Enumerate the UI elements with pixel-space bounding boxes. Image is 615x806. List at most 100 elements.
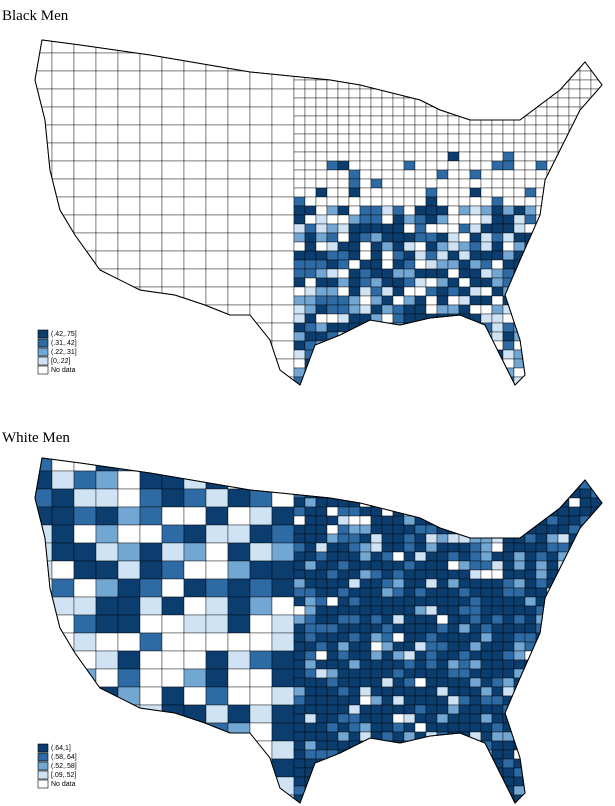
county bbox=[469, 704, 482, 715]
county bbox=[546, 605, 559, 616]
county bbox=[414, 295, 427, 306]
county bbox=[183, 776, 207, 796]
legend-label: (.31,.42] bbox=[51, 340, 77, 347]
county-layer bbox=[35, 458, 602, 803]
county bbox=[348, 749, 361, 760]
county bbox=[326, 722, 339, 733]
county bbox=[73, 70, 97, 90]
county bbox=[491, 776, 504, 787]
county bbox=[513, 560, 526, 571]
county bbox=[304, 52, 317, 63]
county bbox=[161, 470, 185, 490]
county bbox=[502, 488, 515, 499]
county bbox=[359, 731, 372, 742]
county bbox=[51, 542, 75, 562]
county bbox=[546, 115, 559, 126]
county bbox=[491, 551, 504, 562]
county bbox=[337, 578, 350, 589]
county bbox=[579, 268, 592, 279]
county bbox=[579, 623, 592, 634]
county bbox=[359, 70, 372, 81]
county bbox=[513, 605, 526, 616]
county bbox=[590, 295, 602, 306]
county bbox=[315, 740, 328, 751]
county bbox=[491, 196, 504, 207]
county bbox=[601, 578, 602, 589]
county bbox=[315, 97, 328, 108]
county bbox=[447, 749, 460, 760]
county bbox=[524, 794, 537, 803]
county bbox=[425, 52, 438, 63]
county bbox=[601, 286, 602, 297]
county bbox=[480, 142, 493, 153]
county bbox=[326, 142, 339, 153]
county bbox=[403, 376, 416, 385]
county bbox=[403, 578, 416, 589]
county bbox=[205, 142, 229, 162]
county bbox=[348, 479, 361, 490]
county bbox=[590, 196, 602, 207]
county bbox=[139, 214, 163, 234]
county bbox=[568, 160, 581, 171]
county bbox=[469, 470, 482, 481]
county bbox=[601, 515, 602, 526]
county bbox=[35, 160, 53, 180]
county bbox=[73, 268, 97, 288]
county bbox=[546, 169, 559, 180]
county bbox=[414, 506, 427, 517]
county bbox=[546, 295, 559, 306]
county bbox=[469, 241, 482, 252]
county bbox=[590, 115, 602, 126]
county bbox=[348, 659, 361, 670]
county bbox=[579, 488, 592, 499]
county bbox=[304, 295, 317, 306]
county bbox=[513, 169, 526, 180]
county bbox=[35, 304, 53, 324]
county bbox=[535, 569, 548, 580]
county bbox=[491, 52, 504, 63]
county bbox=[480, 542, 493, 553]
county bbox=[480, 214, 493, 225]
county bbox=[249, 232, 273, 252]
county bbox=[183, 88, 207, 108]
county bbox=[271, 686, 295, 706]
county bbox=[271, 124, 295, 144]
county bbox=[271, 160, 295, 180]
county bbox=[337, 376, 350, 385]
county bbox=[348, 704, 361, 715]
county bbox=[293, 569, 306, 580]
county bbox=[414, 785, 427, 796]
county bbox=[51, 560, 75, 580]
county bbox=[293, 124, 306, 135]
county bbox=[436, 587, 449, 598]
county bbox=[458, 488, 471, 499]
county bbox=[95, 322, 119, 342]
county bbox=[513, 659, 526, 670]
legend-swatch bbox=[37, 752, 49, 762]
county bbox=[73, 794, 97, 803]
county bbox=[161, 304, 185, 324]
county bbox=[414, 749, 427, 760]
county bbox=[502, 223, 515, 234]
county bbox=[359, 169, 372, 180]
county bbox=[458, 785, 471, 796]
county bbox=[95, 358, 119, 378]
county bbox=[117, 740, 141, 760]
county bbox=[381, 677, 394, 688]
county bbox=[469, 623, 482, 634]
county bbox=[403, 43, 416, 54]
county bbox=[513, 695, 526, 706]
county bbox=[337, 722, 350, 733]
county bbox=[315, 205, 328, 216]
county bbox=[469, 686, 482, 697]
county bbox=[304, 578, 317, 589]
county bbox=[601, 713, 602, 724]
county bbox=[579, 151, 592, 162]
county bbox=[568, 43, 581, 54]
county bbox=[414, 632, 427, 643]
county bbox=[161, 106, 185, 126]
county bbox=[359, 367, 372, 378]
county bbox=[491, 722, 504, 733]
county bbox=[35, 124, 53, 144]
county bbox=[370, 713, 383, 724]
